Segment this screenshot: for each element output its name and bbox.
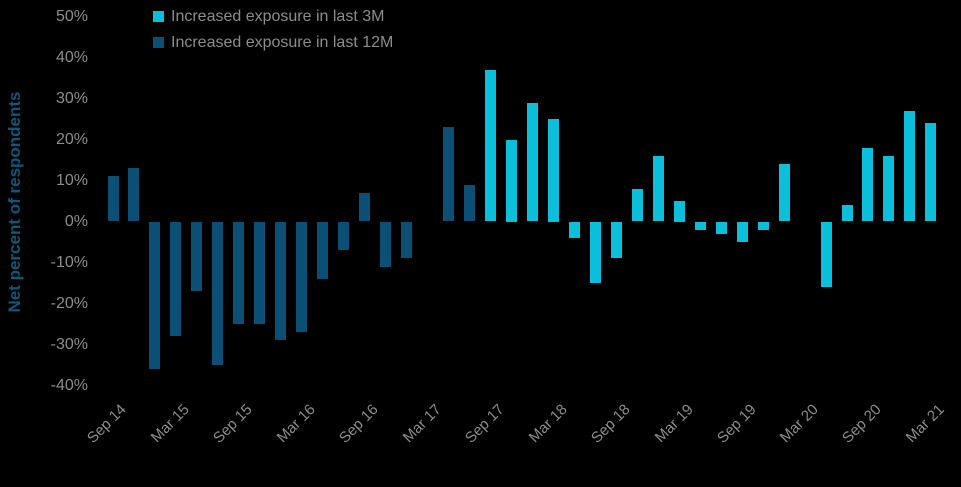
legend-item-3m: Increased exposure in last 3M <box>153 7 393 26</box>
bar-12m <box>401 221 413 259</box>
bar-12m <box>191 221 203 292</box>
bar-12m <box>275 221 287 341</box>
bar-3m <box>715 221 727 234</box>
bar-3m <box>589 221 601 283</box>
x-axis-tick-label: Sep 19 <box>713 401 760 447</box>
x-axis-tick-label: Mar 16 <box>273 401 319 447</box>
bar-12m <box>464 184 476 222</box>
bar-12m <box>149 221 161 370</box>
bar-3m <box>778 164 790 222</box>
bar-3m <box>610 221 622 259</box>
y-axis-tick-label: 50% <box>55 8 88 25</box>
bar-3m <box>925 123 937 222</box>
bar-12m <box>107 176 119 222</box>
x-axis-tick-label: Sep 20 <box>839 401 886 447</box>
bar-3m <box>526 102 538 222</box>
bar-3m <box>820 221 832 288</box>
x-axis-tick-label: Sep 18 <box>587 401 634 447</box>
legend: Increased exposure in last 3M Increased … <box>153 7 393 52</box>
legend-swatch-12m-icon <box>153 37 164 48</box>
bar-12m <box>212 221 224 365</box>
bar-12m <box>128 168 140 222</box>
x-axis-tick-label: Mar 19 <box>651 401 697 447</box>
y-axis-tick-label: 0% <box>64 213 88 230</box>
bar-3m <box>484 69 496 222</box>
bar-3m <box>631 188 643 222</box>
x-axis-tick-label: Mar 20 <box>777 401 823 447</box>
bar-3m <box>883 155 895 222</box>
bar-3m <box>547 119 559 222</box>
y-axis-tick-label: -20% <box>50 295 88 312</box>
y-axis-tick-label: -40% <box>50 377 88 394</box>
bar-12m <box>233 221 245 324</box>
bar-12m <box>380 221 392 267</box>
bar-3m <box>757 221 769 230</box>
x-axis-tick-label: Mar 15 <box>147 401 193 447</box>
legend-item-12m: Increased exposure in last 12M <box>153 33 393 52</box>
legend-swatch-3m-icon <box>153 11 164 22</box>
legend-label-12m: Increased exposure in last 12M <box>171 34 394 51</box>
y-axis-tick-label: -30% <box>50 336 88 353</box>
bar-12m <box>170 221 182 337</box>
x-axis-tick-label: Sep 14 <box>84 401 131 447</box>
bar-12m <box>359 192 371 222</box>
y-axis-tick-label: 10% <box>55 172 88 189</box>
y-axis-tick-label: -10% <box>50 254 88 271</box>
x-axis-tick-label: Mar 18 <box>525 401 571 447</box>
y-axis-title: Net percent of respondents <box>5 91 24 313</box>
bar-12m <box>338 221 350 251</box>
y-axis-tick-label: 30% <box>55 90 88 107</box>
legend-label-3m: Increased exposure in last 3M <box>171 8 385 25</box>
bar-3m <box>904 110 916 222</box>
bar-3m <box>568 221 580 238</box>
x-axis-tick-label: Mar 17 <box>399 401 445 447</box>
bar-3m <box>673 201 685 222</box>
bar-12m <box>296 221 308 333</box>
bar-3m <box>652 155 664 222</box>
bar-3m <box>841 205 853 222</box>
bar-3m <box>736 221 748 242</box>
bar-12m <box>317 221 329 279</box>
bar-3m <box>862 147 874 222</box>
bar-12m <box>254 221 266 324</box>
y-axis-tick-label: 40% <box>55 49 88 66</box>
x-axis-tick-label: Sep 15 <box>210 401 256 447</box>
bar-12m <box>443 127 455 222</box>
x-axis-tick-label: Sep 17 <box>461 401 508 447</box>
x-axis-tick-label: Mar 21 <box>902 401 948 447</box>
bar-3m <box>505 139 517 222</box>
x-axis-tick-label: Sep 16 <box>336 401 382 447</box>
bar-3m <box>694 221 706 230</box>
y-axis-tick-label: 20% <box>55 131 88 148</box>
